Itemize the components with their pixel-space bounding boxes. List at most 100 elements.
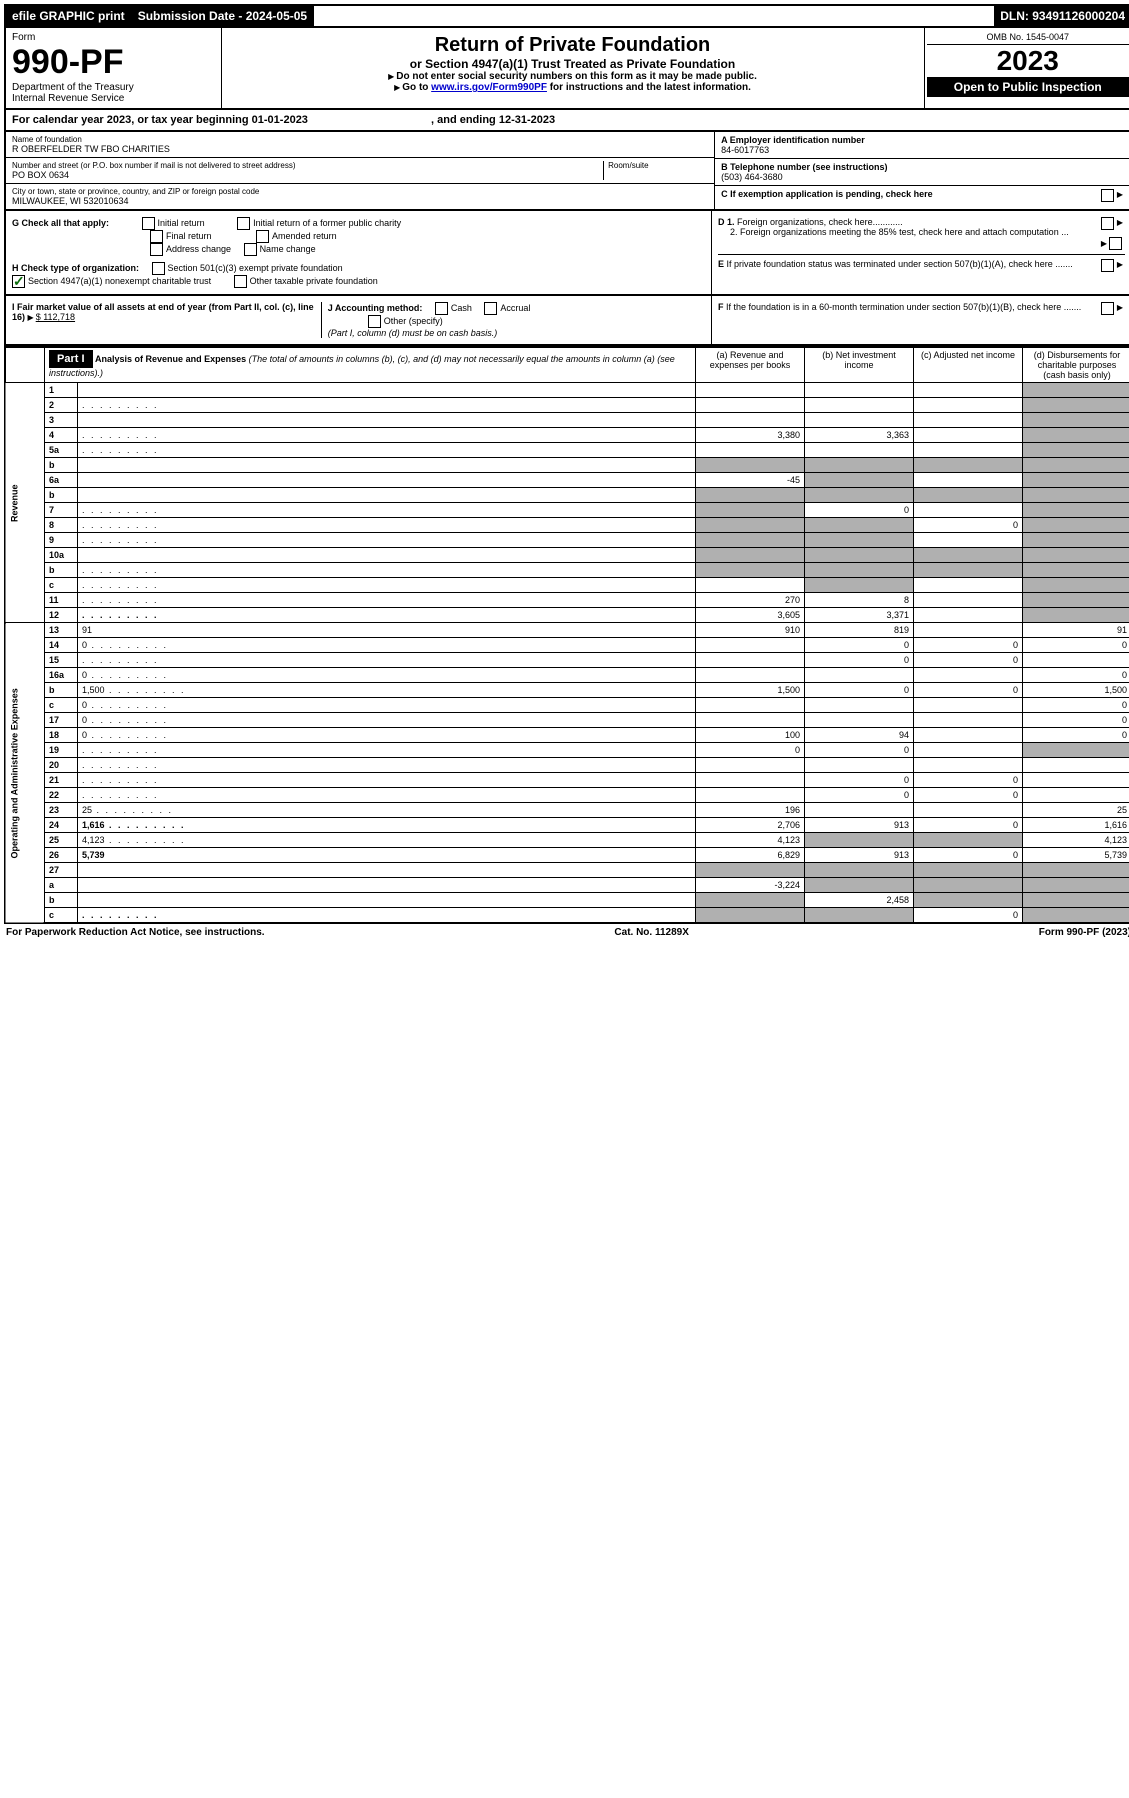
line-desc [78,563,696,578]
cell-a: 3,380 [696,428,805,443]
h3: Other taxable private foundation [250,276,378,286]
cell-b [805,908,914,924]
checkbox-other-method[interactable] [368,315,381,328]
line-desc [78,863,696,878]
arrow-icon [1117,302,1125,312]
cell-b: 913 [805,848,914,863]
cell-d [1023,608,1129,623]
header-center: Return of Private Foundation or Section … [222,28,925,108]
cell-d [1023,533,1129,548]
cell-c [914,503,1023,518]
checkbox-final[interactable] [150,230,163,243]
cell-c [914,608,1023,623]
cell-a: 6,829 [696,848,805,863]
checkbox-accrual[interactable] [484,302,497,315]
checkbox-4947[interactable] [12,275,25,288]
checkbox-cash[interactable] [435,302,448,315]
checkbox-501c3[interactable] [152,262,165,275]
cell-d: 0 [1023,728,1129,743]
cell-a [696,653,805,668]
cell-b [805,533,914,548]
table-row: 43,3803,363 [5,428,1129,443]
table-row: 9 [5,533,1129,548]
cell-a [696,668,805,683]
table-row: 70 [5,503,1129,518]
col-a: (a) Revenue and expenses per books [696,347,805,383]
line-desc [78,383,696,398]
j-cash: Cash [451,303,472,313]
line-number: 12 [45,608,78,623]
open-public: Open to Public Inspection [927,77,1129,97]
cell-a [696,383,805,398]
cell-b: 0 [805,773,914,788]
line-desc: 1,500 [78,683,696,698]
checkbox-addr-change[interactable] [150,243,163,256]
table-row: 2100 [5,773,1129,788]
checkbox-amended[interactable] [256,230,269,243]
line-number: 20 [45,758,78,773]
checkbox-d1[interactable] [1101,217,1114,230]
cell-d: 4,123 [1023,833,1129,848]
checkbox-initial[interactable] [142,217,155,230]
cell-a: 3,605 [696,608,805,623]
header-left: Form 990-PF Department of the Treasury I… [6,28,222,108]
cell-d [1023,548,1129,563]
c-cell: C If exemption application is pending, c… [715,186,1129,202]
g-opt-0: Initial return [158,218,205,228]
cell-b: 0 [805,683,914,698]
cell-b: 819 [805,623,914,638]
checkbox-c[interactable] [1101,189,1114,202]
cell-b [805,803,914,818]
line-desc [78,653,696,668]
submission-date: Submission Date - 2024-05-05 [132,6,314,26]
cell-a [696,908,805,924]
cell-c: 0 [914,908,1023,924]
table-row: 265,7396,82991305,739 [5,848,1129,863]
cell-d [1023,563,1129,578]
e-text: If private foundation status was termina… [727,259,1073,269]
form-link[interactable]: www.irs.gov/Form990PF [431,82,547,93]
checkbox-other-tax[interactable] [234,275,247,288]
line-desc [78,503,696,518]
line-desc [78,593,696,608]
cell-c [914,803,1023,818]
checkbox-f[interactable] [1101,302,1114,315]
cell-b [805,698,914,713]
cell-a: 2,706 [696,818,805,833]
cell-a: 910 [696,623,805,638]
cell-a [696,893,805,908]
footer: For Paperwork Reduction Act Notice, see … [4,924,1129,941]
cal-mid: , and ending [431,114,499,126]
line-number: b [45,683,78,698]
ein-cell: A Employer identification number 84-6017… [715,132,1129,159]
ein-label: A Employer identification number [721,135,1125,145]
cell-a [696,713,805,728]
cell-d [1023,383,1129,398]
j-note: (Part I, column (d) must be on cash basi… [328,328,498,338]
checkbox-name-change[interactable] [244,243,257,256]
checkbox-e[interactable] [1101,259,1114,272]
table-row: 112708 [5,593,1129,608]
cell-d: 0 [1023,713,1129,728]
line-desc: 1,616 [78,818,696,833]
checkbox-initial-former[interactable] [237,217,250,230]
line-number: 17 [45,713,78,728]
cell-a [696,413,805,428]
cell-a [696,773,805,788]
efile-btn[interactable]: efile GRAPHIC print [6,6,132,26]
cell-d [1023,653,1129,668]
calendar-year-row: For calendar year 2023, or tax year begi… [4,110,1129,132]
cell-a: -45 [696,473,805,488]
cell-d [1023,473,1129,488]
cell-a [696,698,805,713]
expenses-side-label: Operating and Administrative Expenses [5,623,45,924]
checkbox-d2[interactable] [1109,237,1122,250]
line-number: 25 [45,833,78,848]
cell-b [805,443,914,458]
table-row: b [5,488,1129,503]
cell-c [914,833,1023,848]
cell-a [696,638,805,653]
table-row: 2 [5,398,1129,413]
arrow-icon [28,312,36,322]
cell-b: 0 [805,653,914,668]
